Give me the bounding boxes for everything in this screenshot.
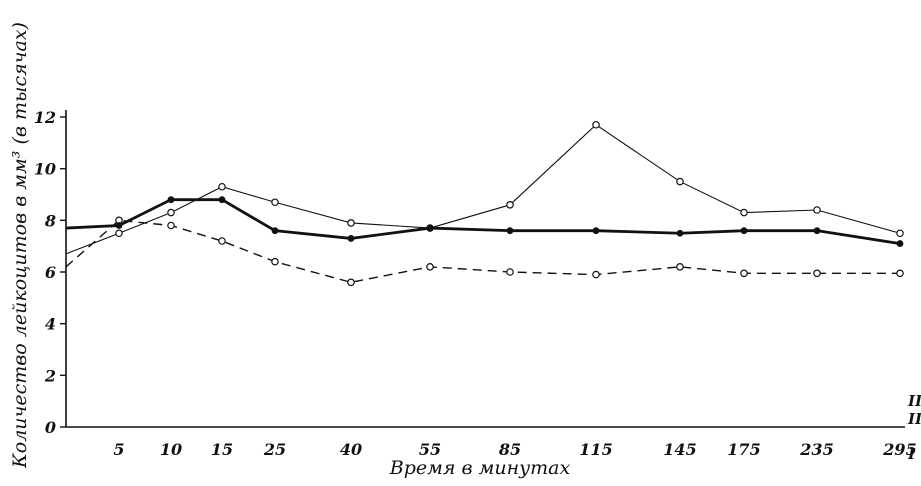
data-point-II	[740, 208, 748, 217]
data-point-I	[592, 270, 600, 279]
data-point-I	[740, 269, 748, 278]
y-axis-title: Количество лейкоцитов в мм³ (в тысячах)	[9, 22, 31, 469]
x-tick-label: 55	[419, 440, 441, 459]
series-label-II: II	[907, 392, 921, 410]
series-line-III	[65, 198, 901, 245]
data-point-I	[218, 237, 226, 245]
series-label-III: III	[907, 410, 921, 428]
x-tick-label: 15	[211, 440, 233, 459]
x-axis-ticks: 5 10 15 25 40 55 85 115 145 175 235 295	[113, 440, 916, 459]
data-point-III	[218, 196, 226, 204]
data-point-II	[167, 208, 175, 217]
chart-series	[65, 120, 904, 287]
x-tick-label: 295	[882, 440, 916, 459]
data-point-I	[347, 278, 355, 287]
data-point-II	[813, 206, 821, 214]
series-labels: IIIIII	[907, 392, 921, 463]
data-point-I	[813, 269, 821, 278]
data-point-III	[813, 227, 821, 235]
y-axis-ticks: 0 2 4 6 8 10 12	[34, 108, 66, 437]
series-line-II	[65, 124, 901, 255]
x-tick-label: 235	[799, 440, 833, 459]
x-tick-label: 115	[579, 440, 612, 459]
y-tick-label: 0	[45, 418, 56, 437]
data-point-II	[218, 182, 226, 191]
data-point-III	[676, 229, 684, 237]
y-tick-label: 4	[45, 315, 56, 334]
chart-axes	[65, 110, 905, 428]
data-point-III	[506, 227, 514, 235]
y-tick-label: 8	[44, 211, 56, 230]
x-tick-label: 5	[113, 440, 124, 459]
data-point-III	[592, 227, 600, 235]
data-point-III	[426, 224, 434, 232]
data-point-III	[115, 222, 123, 229]
data-point-I	[676, 263, 684, 271]
data-point-I	[271, 257, 279, 266]
series-label-I: I	[907, 445, 916, 463]
data-point-II	[592, 120, 600, 129]
data-point-II	[347, 219, 355, 227]
x-tick-label: 145	[663, 440, 696, 459]
y-tick-label: 6	[45, 263, 56, 282]
data-point-II	[896, 229, 904, 238]
data-point-I	[506, 268, 514, 276]
data-point-III	[740, 227, 748, 235]
data-point-I	[896, 269, 904, 278]
x-tick-label: 40	[340, 440, 362, 459]
y-tick-label: 12	[34, 108, 56, 127]
data-point-I	[426, 263, 434, 271]
y-tick-label: 2	[44, 366, 56, 385]
data-point-I	[167, 221, 175, 230]
data-point-II	[506, 201, 514, 209]
x-axis-title: Время в минутах	[389, 457, 571, 479]
data-point-III	[271, 227, 279, 235]
x-tick-label: 175	[727, 440, 760, 459]
data-point-III	[896, 240, 904, 247]
data-point-II	[271, 198, 279, 207]
data-point-II	[676, 177, 684, 186]
x-tick-label: 10	[160, 440, 182, 459]
data-point-III	[347, 235, 355, 242]
data-point-III	[167, 196, 175, 204]
y-tick-label: 10	[34, 160, 56, 179]
x-tick-label: 25	[263, 440, 286, 459]
data-point-II	[115, 229, 123, 238]
x-tick-label: 85	[498, 440, 521, 459]
